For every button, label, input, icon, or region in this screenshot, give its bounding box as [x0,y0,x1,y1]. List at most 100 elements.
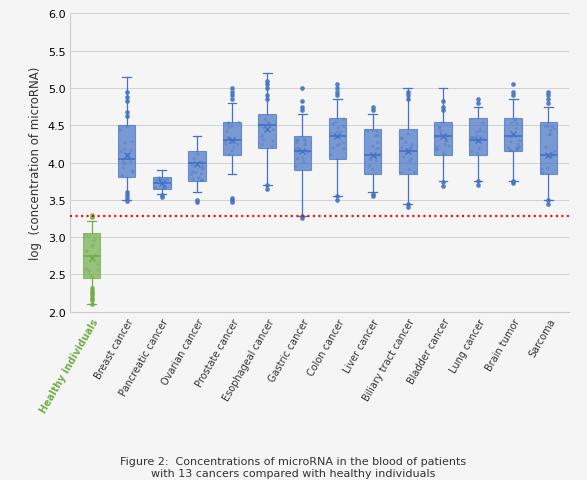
Point [371,153,380,161]
Point [116,148,126,156]
Point [197,177,206,185]
Point [151,185,160,192]
Point [259,136,268,144]
Point [397,169,406,177]
Point [444,143,454,151]
Point [160,177,170,184]
Point [91,251,100,259]
Point [154,177,164,184]
Point [84,268,93,276]
Point [82,265,92,273]
Point [187,171,196,179]
Point [93,266,103,274]
Point [268,143,277,151]
Point [475,126,485,133]
Point [538,170,547,178]
Point [227,123,237,131]
Point [372,129,382,136]
Point [152,177,161,185]
Text: Figure 2:  Concentrations of microRNA in the blood of patients
with 13 cancers c: Figure 2: Concentrations of microRNA in … [120,456,467,478]
Point [434,124,444,132]
Point [161,184,170,192]
Point [300,137,309,144]
Point [373,132,383,140]
Point [198,166,207,173]
Point [368,143,377,151]
Point [399,154,409,161]
Point [89,242,98,250]
Point [268,138,278,146]
Point [161,185,170,192]
PathPatch shape [434,122,451,156]
Point [339,116,349,123]
Point [514,142,523,149]
Point [227,140,237,147]
Point [83,248,92,255]
Point [373,140,383,147]
Point [188,168,197,176]
Point [440,151,449,159]
Point [330,132,339,140]
Point [474,145,484,153]
Point [512,146,521,154]
Point [472,133,481,141]
Point [467,148,477,156]
Point [155,177,164,184]
Point [403,131,413,138]
Point [480,129,489,136]
Point [513,146,522,154]
Point [191,169,201,177]
Point [432,133,441,141]
Point [404,146,413,154]
Point [407,156,416,163]
Point [258,142,267,149]
Point [224,120,234,128]
Point [339,145,348,153]
Point [259,125,268,132]
Point [515,144,524,152]
Point [366,156,375,164]
Point [120,161,129,168]
Point [335,141,344,148]
Point [261,123,270,131]
Point [510,118,519,126]
Point [265,123,275,131]
Point [294,137,303,145]
Point [298,155,308,163]
Point [234,120,244,127]
Point [550,148,559,156]
Point [300,137,309,144]
Y-axis label: log  (concentration of microRNA): log (concentration of microRNA) [29,67,42,260]
Point [187,162,197,170]
Point [544,154,554,162]
Point [339,123,348,131]
Point [194,175,204,182]
Point [545,132,554,139]
Point [88,238,97,245]
Point [548,150,557,158]
Point [127,139,137,146]
Point [229,144,238,152]
Point [474,137,484,145]
Point [368,128,377,135]
PathPatch shape [294,137,311,171]
Point [433,147,442,155]
Point [154,174,164,182]
Point [504,145,514,153]
Point [329,121,338,129]
Point [198,163,207,170]
Point [221,141,231,148]
Point [123,124,132,132]
Point [328,145,338,153]
Point [334,125,343,133]
Point [293,156,302,163]
Point [439,149,448,157]
Point [544,123,553,131]
Point [467,134,476,142]
Point [301,143,310,150]
Point [303,149,313,157]
Point [256,122,265,130]
Point [269,127,278,134]
Point [233,141,242,149]
PathPatch shape [469,119,487,156]
